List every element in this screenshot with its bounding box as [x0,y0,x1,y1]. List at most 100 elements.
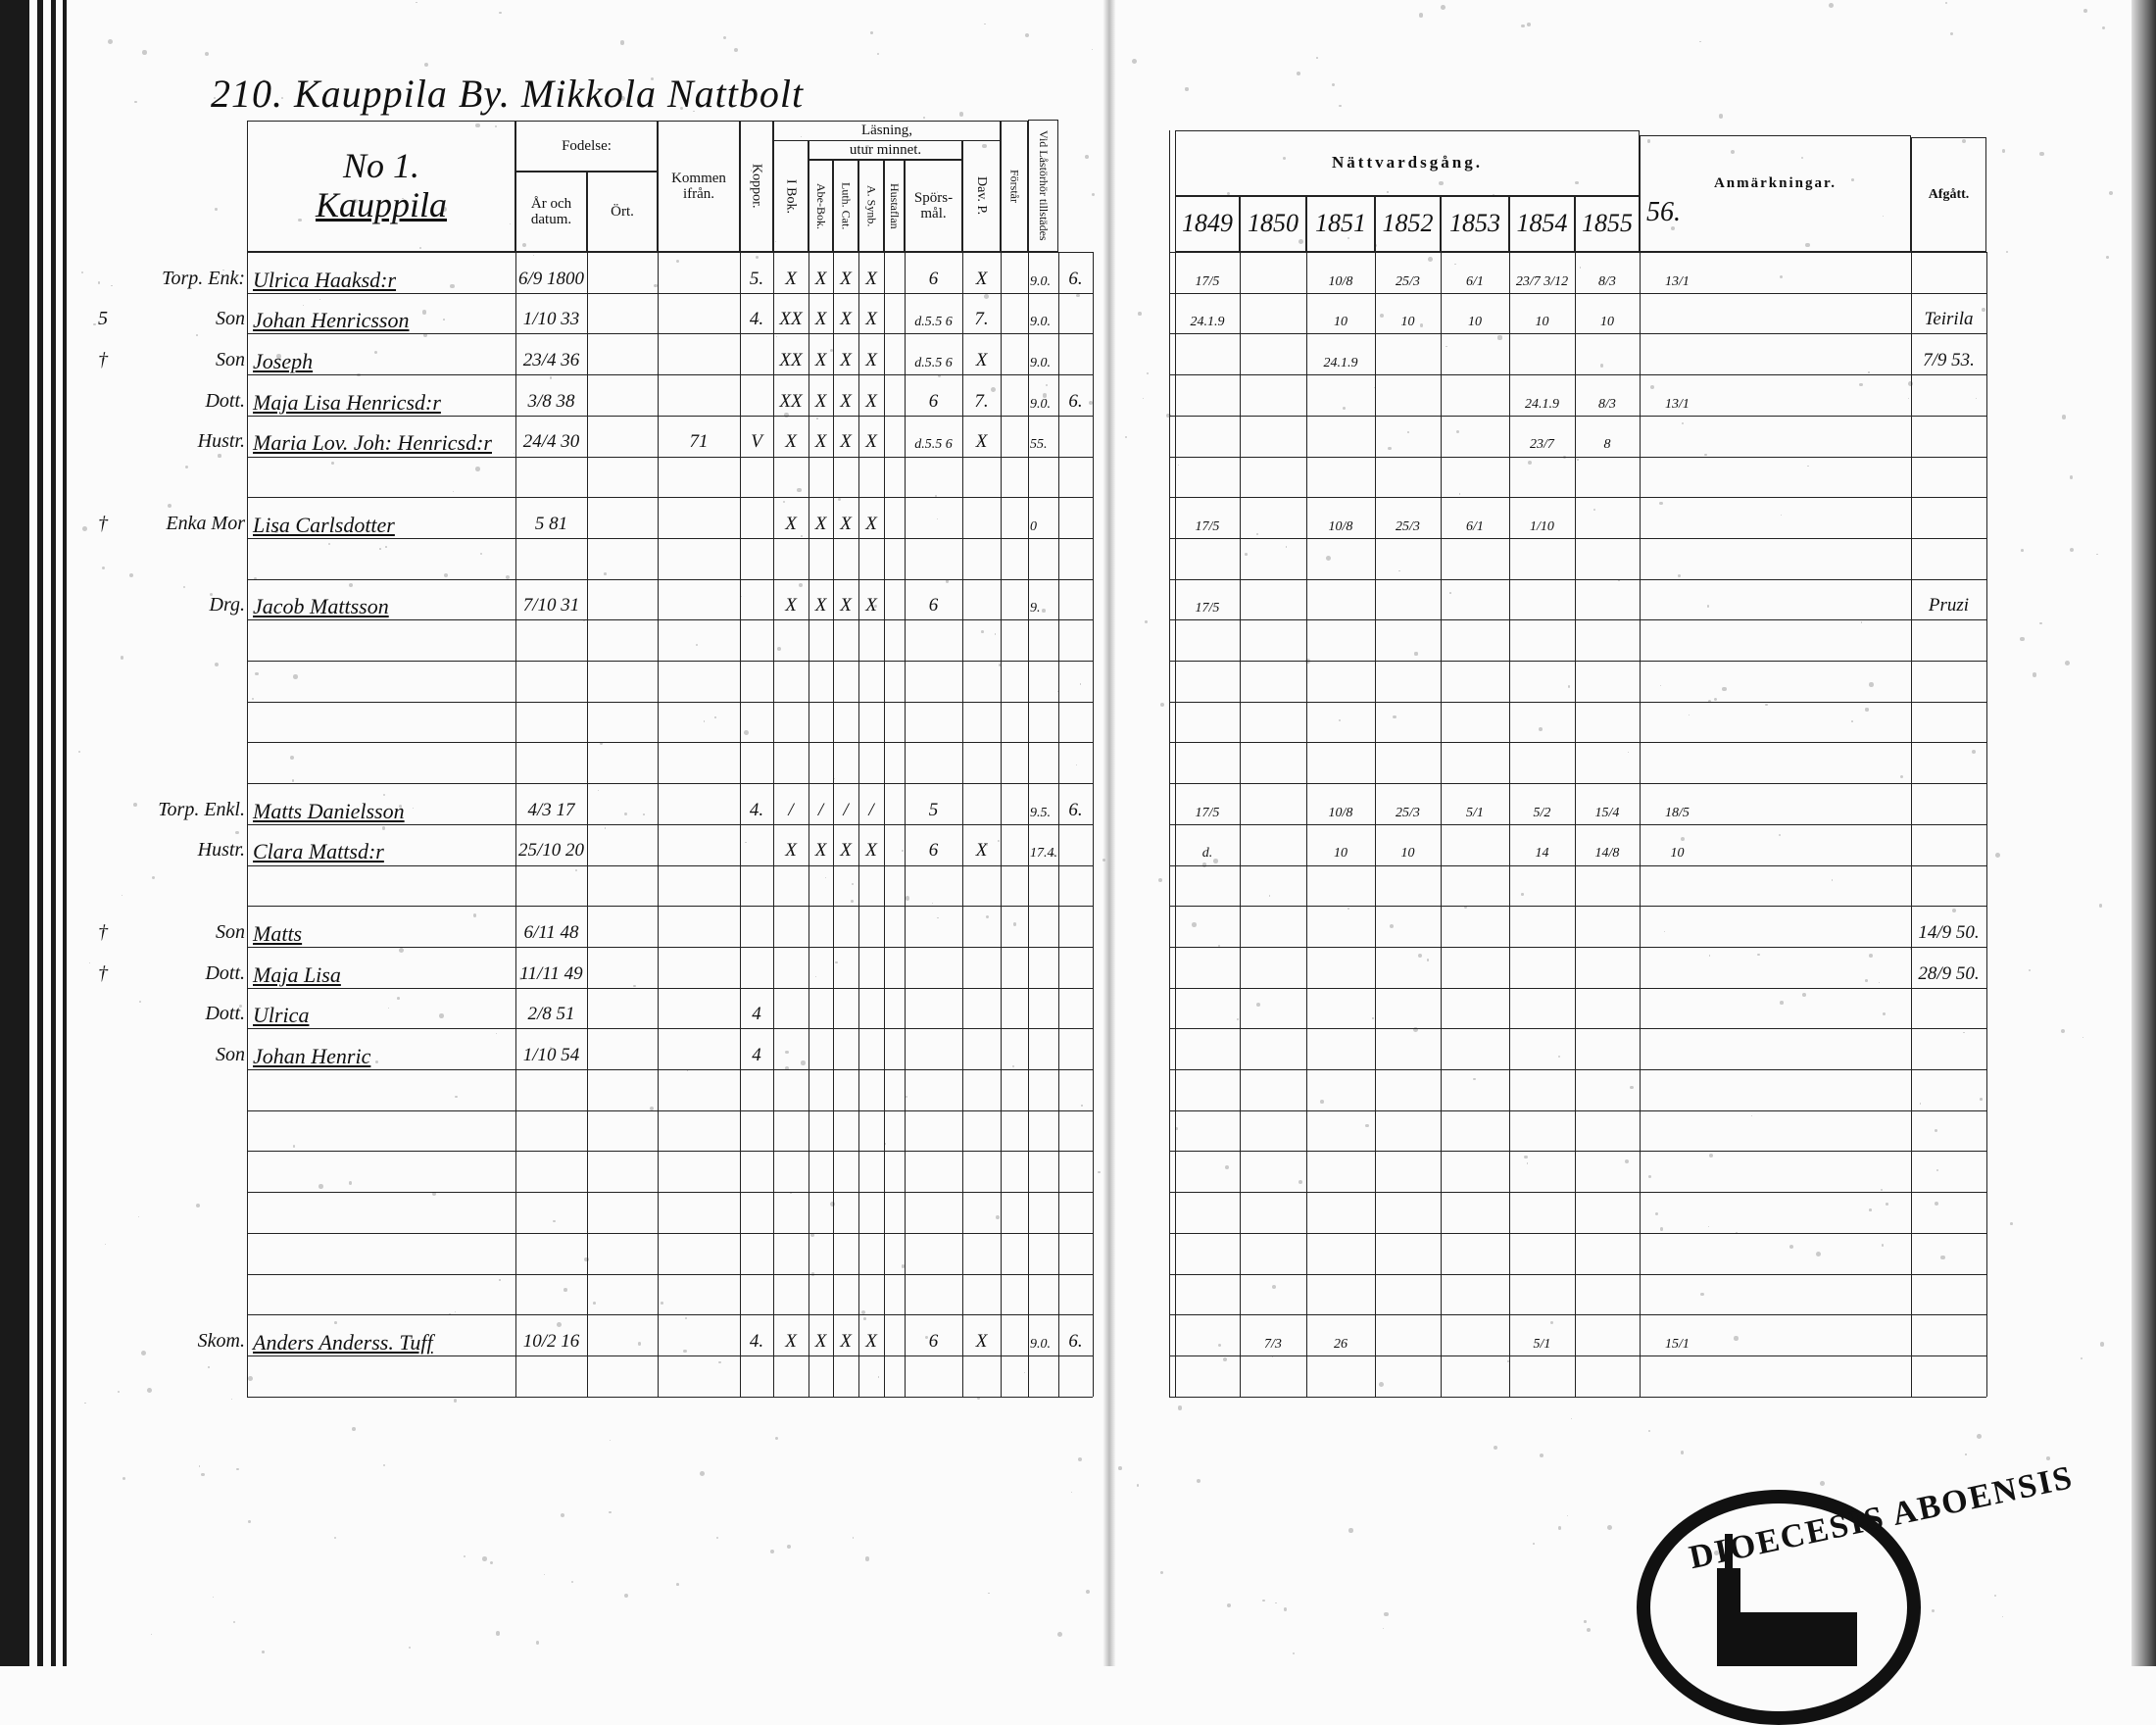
cell-vid-lastorhor: 9. [1030,601,1041,616]
paper-speck [1012,1065,1015,1068]
paper-speck [1144,619,1148,623]
header-kommen-ifran: Kommen ifrån. [658,121,740,252]
communion-y1852: 10 [1400,315,1415,330]
communion-y1855: 8/3 [1598,273,1616,289]
cell-dav: X [975,840,988,862]
paper-speck [852,883,855,886]
paper-speck [421,310,427,316]
paper-speck [78,750,81,754]
paper-speck [385,546,387,549]
communion-y56: 13/1 [1665,273,1690,289]
paper-speck [619,40,625,46]
paper-speck [988,1592,990,1595]
paper-speck [1599,220,1602,222]
cell-sporsmal: 6 [928,390,939,412]
cell-abe: X [814,1330,827,1352]
paper-speck [2070,547,2075,552]
communion-y1854: 5/1 [1533,1336,1551,1352]
paper-speck [1057,690,1059,693]
table-row-line [1169,292,1986,294]
paper-speck [1412,1027,1418,1033]
table-row-line [1169,1232,1986,1234]
birth-date: 4/3 17 [527,799,575,820]
paper-speck [122,1476,126,1481]
paper-speck [120,656,123,660]
paper-speck [1539,727,1543,732]
table-col-line [1093,252,1094,1397]
cell-vid-lastorhor: 9.0. [1030,315,1051,330]
paper-speck [2082,1037,2083,1039]
paper-speck [1325,228,1328,230]
paper-speck [814,975,816,977]
header-lasning: Läsning, [773,121,1001,140]
anmarkningar-label: Anmärkningar. [1713,175,1838,191]
table-row-line [247,497,1093,499]
paper-speck [703,720,706,722]
paper-speck [1418,954,1423,959]
header-abe-bok: Abe-Bok. [808,160,833,252]
paper-speck [2061,415,2067,419]
paper-speck [1217,1343,1222,1347]
paper-speck [834,961,838,964]
paper-speck [797,488,802,493]
paper-speck [609,1511,612,1514]
paper-speck [1192,922,1197,927]
paper-speck [720,100,723,103]
paper-speck [1390,923,1395,928]
paper-speck [208,1366,210,1368]
paper-speck [353,198,358,204]
church-building-icon [1740,1612,1857,1666]
paper-speck [1455,429,1459,433]
paper-speck [936,191,939,193]
table-col-line [1911,252,1912,1397]
paper-speck [1935,1129,1938,1133]
table-row-line [1169,578,1986,580]
cell-dav: X [975,268,988,289]
table-col-line [773,252,774,1397]
table-row-line [1169,1069,1986,1070]
paper-speck [439,1013,445,1018]
paper-speck [1338,718,1341,721]
paper-speck [248,1376,254,1381]
person-name: Matts Danielsson [253,798,405,823]
cell-luth: X [840,309,852,330]
cell-dav: X [975,350,988,371]
birth-date: 6/9 1800 [517,268,585,289]
paper-speck [1865,708,1869,712]
paper-speck [852,1537,855,1539]
cell-synb: X [865,268,877,289]
communion-y1849: 17/5 [1195,601,1220,616]
communion-y56: 15/1 [1665,1336,1690,1352]
paper-speck [1076,764,1078,765]
paper-speck [1261,1599,1265,1602]
paper-speck [905,896,909,901]
paper-speck [829,349,833,353]
paper-speck [575,869,578,872]
paper-speck [276,353,281,359]
paper-speck [984,23,986,25]
paper-speck [348,1181,352,1185]
paper-speck [1143,397,1145,400]
paper-speck [1272,1284,1277,1289]
paper-speck [1663,930,1665,933]
paper-speck [905,1095,908,1099]
paper-speck [1373,387,1375,389]
communion-y1855: 15/4 [1594,805,1620,820]
table-col-line [587,252,588,1397]
paper-speck [1493,1445,1498,1451]
paper-speck [396,996,400,1000]
paper-speck [1217,945,1221,948]
communion-y1852: 25/3 [1396,518,1420,534]
table-row-line [1169,497,1986,499]
paper-speck [408,1646,411,1650]
page-edge-right [2132,0,2156,1666]
paper-speck [860,1310,866,1315]
paper-speck [1326,556,1332,562]
page-edge [63,0,67,1666]
paper-speck [937,916,939,919]
cell-ibok: X [785,1330,797,1352]
cell-sporsmal: 6 [928,1330,939,1352]
cell-koppor: V [751,431,762,453]
table-row-line [1169,374,1986,376]
paper-speck [1624,1159,1629,1164]
